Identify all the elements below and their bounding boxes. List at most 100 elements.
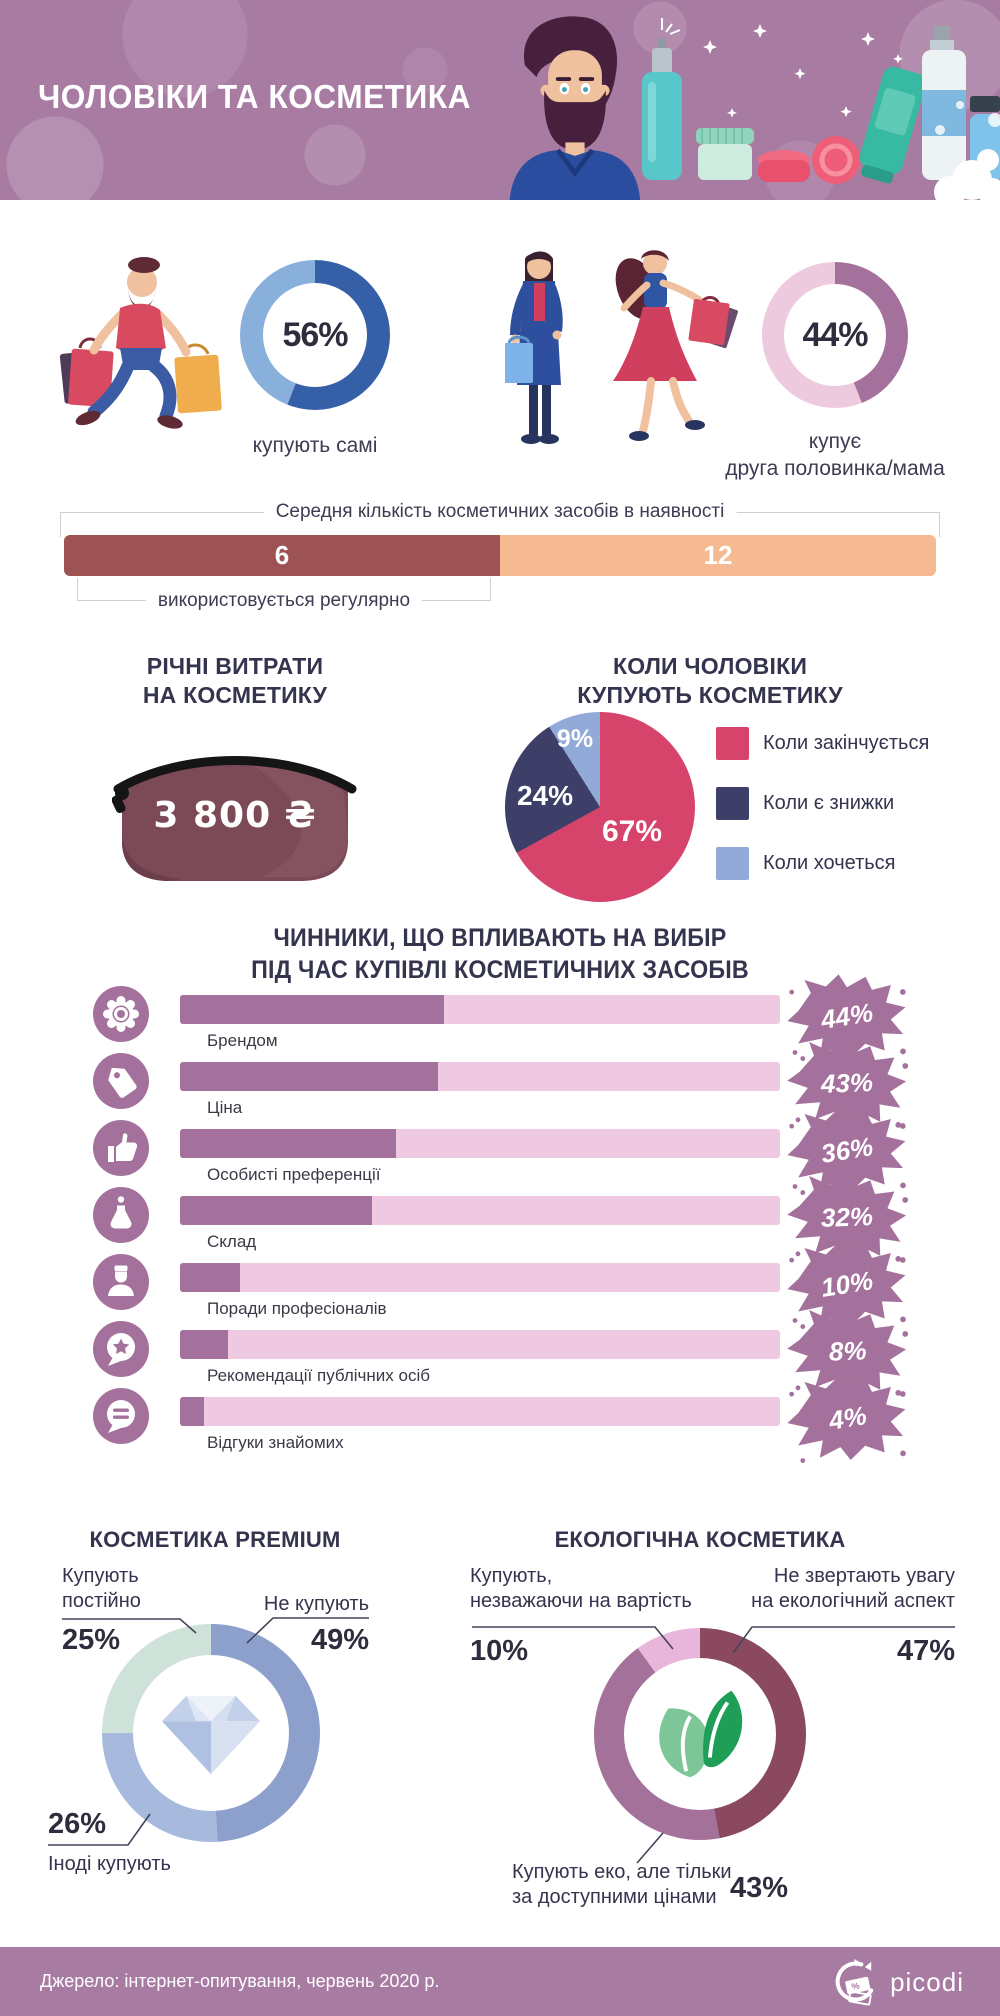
avg-used-bracket-label: використовується регулярно bbox=[145, 590, 423, 613]
factor-label: Відгуки знайомих bbox=[207, 1433, 344, 1452]
professional-icon bbox=[93, 1254, 149, 1310]
premium-never-label: Не купують bbox=[263, 1593, 369, 1615]
factor-percent-splat: 44% bbox=[783, 969, 912, 1063]
cosmetics-products-illustration bbox=[642, 18, 1000, 200]
flask-icon bbox=[93, 1187, 149, 1243]
factor-bar-fill bbox=[180, 1330, 228, 1359]
jar-icon bbox=[696, 128, 754, 180]
factor-bar-fill bbox=[180, 1263, 240, 1292]
when-buy-pie: 67% 24% 9% bbox=[505, 712, 695, 902]
factor-percent-splat: 4% bbox=[783, 1371, 912, 1465]
premium-sometimes-percent: 26% bbox=[48, 1808, 107, 1840]
annual-spend-title: РІЧНІ ВИТРАТИ НА КОСМЕТИКУ bbox=[142, 653, 328, 708]
factor-percent-splat: 10% bbox=[783, 1237, 912, 1331]
eco-affordable-percent: 43% bbox=[730, 1872, 789, 1904]
avg-total-bracket: Середня кількість косметичних засобів в … bbox=[60, 500, 940, 537]
factor-row: Рекомендації публічних осіб 8% bbox=[85, 1308, 945, 1396]
thumb-up-icon bbox=[93, 1120, 149, 1176]
footer-bar: Джерело: інтернет-опитування, червень 20… bbox=[0, 1947, 1000, 2016]
buy-self-donut: 56% bbox=[240, 260, 390, 410]
factor-bar-track bbox=[180, 995, 780, 1024]
donut-hole: 44% bbox=[784, 284, 886, 386]
donut-hole bbox=[624, 1658, 776, 1810]
factor-bar-fill bbox=[180, 1196, 372, 1225]
avg-rest-segment: 12 bbox=[500, 535, 936, 576]
premium-section: КОСМЕТИКА PREMIUM Купують постійно 25% bbox=[0, 1500, 430, 1920]
factor-percent: 8% bbox=[828, 1334, 867, 1367]
premium-donut bbox=[102, 1624, 320, 1842]
factor-percent: 4% bbox=[826, 1399, 869, 1436]
eco-ignore-percent: 47% bbox=[896, 1635, 955, 1667]
foam-bubbles bbox=[934, 101, 1000, 200]
premium-always-percent: 25% bbox=[62, 1624, 121, 1656]
eco-title: ЕКОЛОГІЧНА КОСМЕТИКА bbox=[554, 1527, 846, 1552]
factor-percent-splat: 36% bbox=[783, 1103, 912, 1197]
premium-title: КОСМЕТИКА PREMIUM bbox=[89, 1527, 341, 1552]
legend-chip-navy bbox=[716, 787, 749, 820]
factor-bar-track bbox=[180, 1196, 780, 1225]
premium-always-label: Купують постійно bbox=[62, 1565, 141, 1612]
donut-hole bbox=[133, 1655, 289, 1811]
legend-item: Коли є знижки bbox=[716, 787, 929, 820]
factor-label: Склад bbox=[207, 1232, 257, 1251]
factor-row: Ціна 43% bbox=[85, 1040, 945, 1128]
factor-label: Особисті преференції bbox=[207, 1165, 381, 1184]
factor-bar-track bbox=[180, 1397, 780, 1426]
leaves-icon bbox=[659, 1690, 743, 1778]
spray-bottle-icon bbox=[642, 18, 682, 180]
factor-label: Рекомендації публічних осіб bbox=[207, 1366, 430, 1385]
source-note: Джерело: інтернет-опитування, червень 20… bbox=[40, 1971, 440, 1991]
factor-label: Ціна bbox=[207, 1098, 243, 1117]
price-tag-icon bbox=[93, 1053, 149, 1109]
factor-row: Відгуки знайомих 4% bbox=[85, 1376, 945, 1463]
eco-ignore-label: Не звертають увагу на екологічний аспект bbox=[751, 1565, 955, 1612]
donut-hole: 56% bbox=[263, 283, 367, 387]
eco-regardless-label: Купують, незважаючи на вартість bbox=[470, 1565, 692, 1612]
factor-percent-splat: 43% bbox=[782, 1035, 913, 1132]
eco-section: ЕКОЛОГІЧНА КОСМЕТИКА Купують, незважаючи… bbox=[430, 1500, 1000, 1920]
pie-label-discounts: 24% bbox=[516, 780, 574, 811]
premium-sometimes-label: Іноді купують bbox=[48, 1853, 171, 1875]
buy-self-caption: купують самі bbox=[252, 434, 378, 457]
factors-list: Брендом 44% Ціна 43% Особисті преференції 36%… bbox=[85, 974, 945, 1463]
buy-self-percent: 56% bbox=[282, 315, 348, 354]
premium-never-percent: 49% bbox=[310, 1624, 369, 1656]
legend-chip-crimson bbox=[716, 727, 749, 760]
green-tube-icon bbox=[859, 66, 926, 184]
factor-label: Поради професіоналів bbox=[207, 1299, 387, 1318]
avg-total-label: Середня кількість косметичних засобів в … bbox=[263, 500, 737, 523]
buy-partner-donut: 44% bbox=[762, 262, 908, 408]
diamond-icon bbox=[162, 1695, 260, 1775]
pie-label-when-runs-out: 67% bbox=[601, 815, 663, 848]
avg-used-number: 6 bbox=[274, 540, 290, 570]
eco-regardless-percent: 10% bbox=[470, 1635, 529, 1667]
factor-percent-splat: 32% bbox=[782, 1169, 913, 1266]
cosmetic-bag-illustration bbox=[112, 756, 357, 881]
star-bubble-icon bbox=[93, 1321, 149, 1377]
factor-bar-track bbox=[180, 1129, 780, 1158]
gear-icon bbox=[93, 986, 149, 1042]
factor-percent: 32% bbox=[820, 1200, 875, 1233]
factor-percent: 43% bbox=[820, 1066, 875, 1099]
sparkles bbox=[703, 24, 903, 118]
factors-title: ЧИННИКИ, ЩО ВПЛИВАЮТЬ НА ВИБІР ПІД ЧАС К… bbox=[251, 924, 749, 984]
avg-total-number: 12 bbox=[703, 540, 733, 570]
women-shoppers-illustration bbox=[505, 250, 738, 444]
factor-row: Поради професіоналів 10% bbox=[85, 1242, 945, 1329]
factor-bar-fill bbox=[180, 1062, 438, 1091]
legend-chip-lightblue bbox=[716, 847, 749, 880]
header-banner: ЧОЛОВІКИ ТА КОСМЕТИКА bbox=[0, 0, 1000, 200]
legend-item: Коли хочеться bbox=[716, 847, 929, 880]
brand-logo: % picodi bbox=[828, 1957, 964, 2007]
legend-label: Коли закінчується bbox=[763, 732, 930, 754]
page-title: ЧОЛОВІКИ ТА КОСМЕТИКА bbox=[38, 78, 471, 115]
factor-row: Склад 32% bbox=[85, 1174, 945, 1262]
avg-used-segment: 6 bbox=[64, 535, 500, 576]
pie-label-when-wants: 9% bbox=[556, 725, 594, 753]
avg-used-bracket: використовується регулярно bbox=[77, 578, 491, 613]
cream-tin-icon bbox=[758, 150, 810, 182]
factor-percent-splat: 8% bbox=[782, 1303, 913, 1400]
eco-donut bbox=[594, 1628, 806, 1840]
factor-bar-fill bbox=[180, 995, 444, 1024]
